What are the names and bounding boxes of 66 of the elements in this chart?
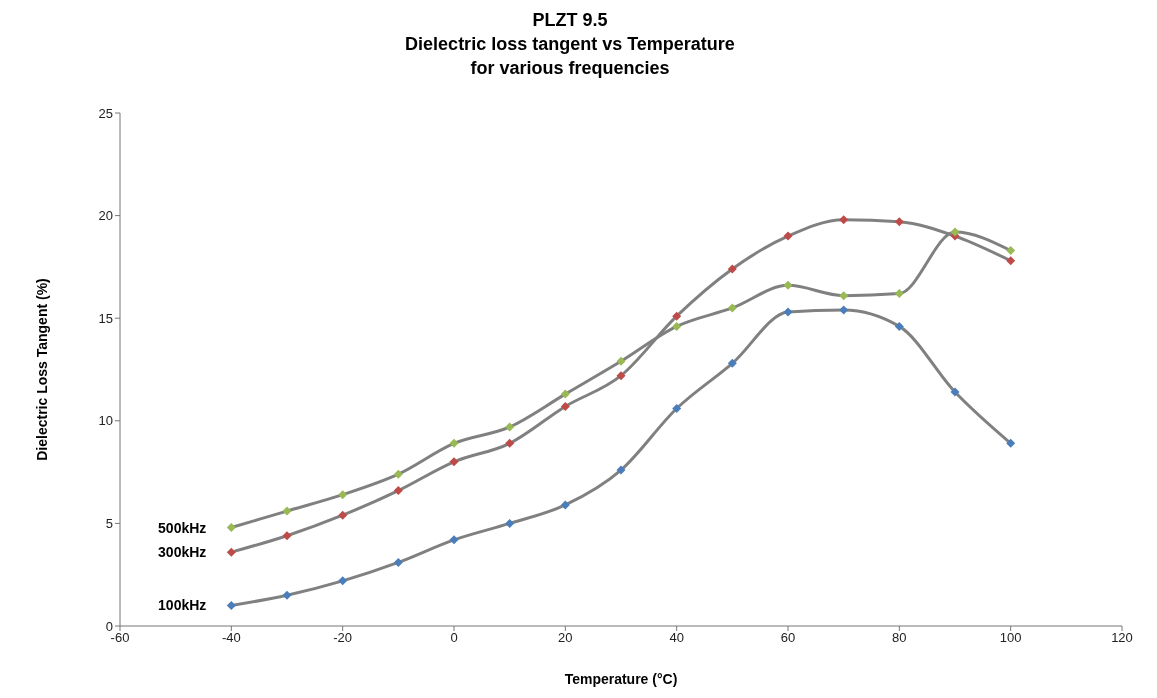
y-axis-title: Dielectric Loss Tangent (%) xyxy=(33,278,50,461)
series-label: 500kHz xyxy=(158,519,207,536)
point xyxy=(282,590,292,600)
x-tick-label: 40 xyxy=(669,630,684,646)
y-tick-label: 10 xyxy=(98,413,113,429)
x-tick-label: 100 xyxy=(999,630,1022,646)
point xyxy=(616,465,626,475)
point xyxy=(338,510,348,520)
x-axis-title: Temperature (°C) xyxy=(564,671,678,687)
y-tick-label: 5 xyxy=(105,516,113,532)
point xyxy=(449,535,459,545)
series-label: 300kHz xyxy=(158,544,207,561)
point xyxy=(393,486,403,496)
point xyxy=(839,215,849,225)
y-tick-label: 15 xyxy=(98,310,113,326)
y-tick-label: 0 xyxy=(105,618,113,634)
point xyxy=(894,289,904,299)
point xyxy=(282,506,292,516)
point xyxy=(672,403,682,413)
x-tick-label: 60 xyxy=(780,630,796,646)
point xyxy=(226,523,236,532)
point xyxy=(1006,256,1016,266)
point xyxy=(783,231,793,241)
x-tick-label: -40 xyxy=(221,630,241,646)
point xyxy=(226,547,236,557)
point xyxy=(560,500,570,510)
point xyxy=(282,531,292,541)
x-tick-label: -20 xyxy=(333,630,353,646)
point xyxy=(393,557,403,567)
point xyxy=(616,371,626,381)
x-tick-label: 0 xyxy=(450,630,458,646)
series-label: 100kHz xyxy=(158,597,207,614)
point xyxy=(839,291,849,301)
point xyxy=(783,280,793,290)
x-tick-label: 120 xyxy=(1111,630,1133,646)
point xyxy=(894,321,904,331)
point xyxy=(338,490,348,500)
point xyxy=(393,469,403,479)
point xyxy=(727,358,737,368)
point xyxy=(672,321,682,331)
point xyxy=(727,264,737,274)
point xyxy=(727,303,737,313)
point xyxy=(783,307,793,317)
point xyxy=(894,217,904,227)
point xyxy=(560,401,570,411)
x-tick-label: 80 xyxy=(892,630,907,646)
point xyxy=(950,387,960,397)
point xyxy=(505,422,515,432)
x-tick-label: -60 xyxy=(110,630,130,646)
point xyxy=(449,457,459,467)
point xyxy=(1006,245,1016,255)
point xyxy=(449,438,459,448)
point xyxy=(839,305,849,315)
chart-title: PLZT 9.5 Dielectric loss tangent vs Temperature for various frequencies xyxy=(404,9,736,80)
point xyxy=(672,311,682,321)
x-tick-label: 20 xyxy=(558,630,573,646)
y-tick-label: 20 xyxy=(98,208,113,224)
point xyxy=(950,227,960,237)
point xyxy=(616,356,626,366)
point xyxy=(505,438,515,448)
point xyxy=(226,600,236,610)
point xyxy=(1006,438,1016,448)
y-tick-label: 25 xyxy=(98,105,113,121)
point xyxy=(338,576,348,586)
point xyxy=(560,389,570,399)
point xyxy=(505,518,515,528)
